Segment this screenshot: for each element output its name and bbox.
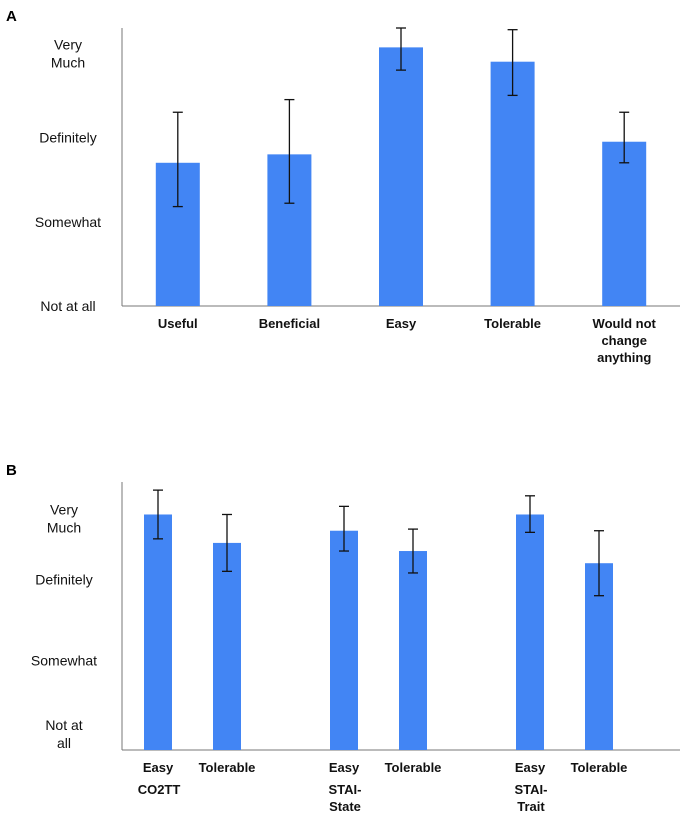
bar: [490, 61, 535, 307]
y-tick-label: Very Much: [51, 36, 85, 70]
x-tick-label: Easy: [329, 760, 360, 775]
x-tick-label: Beneficial: [259, 316, 320, 331]
y-tick-label: Not at all: [40, 298, 95, 314]
y-tick-label: Not at all: [45, 717, 82, 751]
bar: [602, 141, 647, 306]
bar: [213, 542, 241, 750]
y-tick-label: Somewhat: [35, 214, 101, 230]
x-tick-label: Easy: [515, 760, 546, 775]
x-tick-label: Useful: [158, 316, 198, 331]
chart-panel-a: Not at all Somewhat Definitely Very Much Usef…: [35, 27, 680, 365]
y-tick-label: Very Much: [47, 502, 81, 536]
y-tick-label: Definitely: [35, 571, 93, 587]
x-tick-label: Tolerable: [385, 760, 442, 775]
group-label: STAI-Trait: [515, 782, 548, 814]
chart-panel-b: Not at all Somewhat Definitely Very Much Easy T…: [31, 482, 680, 814]
x-tick-label: Tolerable: [199, 760, 256, 775]
bar: [330, 530, 358, 750]
y-tick-label: Definitely: [39, 130, 97, 146]
bar: [516, 514, 544, 750]
x-tick-label: Tolerable: [484, 316, 541, 331]
x-tick-label: Easy: [143, 760, 174, 775]
bar: [399, 551, 427, 750]
panel-a-label: A: [6, 8, 17, 25]
y-tick-label: Somewhat: [31, 653, 97, 669]
group-label: CO2TT: [138, 782, 181, 797]
x-tick-label: Easy: [386, 316, 417, 331]
x-tick-label: Would not change anything: [593, 316, 657, 365]
panel-b-label: B: [6, 462, 17, 479]
x-tick-label: Tolerable: [571, 760, 628, 775]
bar: [379, 47, 423, 306]
bar: [144, 514, 172, 750]
group-label: STAI-State: [329, 782, 362, 814]
